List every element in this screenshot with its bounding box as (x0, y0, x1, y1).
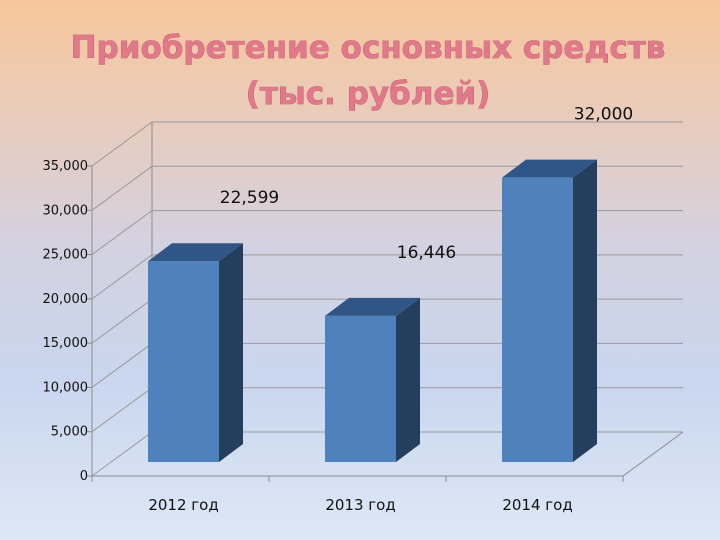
chart-title-line-1: Приобретение основных средств (71, 30, 666, 66)
bar-front (502, 177, 573, 462)
floor-right-edge (622, 431, 684, 477)
bar-side (219, 243, 243, 462)
y-tick-label: 0 (80, 469, 88, 484)
x-tick-label: 2012 год (148, 496, 218, 514)
y-tick-label: 10,000 (43, 380, 89, 395)
x-axis-ticks: 2012 год 2013 год 2014 год (91, 476, 624, 514)
y-tick-label: 35,000 (43, 159, 89, 174)
bar (325, 297, 420, 462)
bar-top (325, 297, 420, 316)
y-tick-label: 30,000 (43, 203, 89, 218)
gridline (91, 121, 683, 167)
data-labels: 22,599 16,446 32,000 (220, 105, 633, 263)
data-label: 32,000 (574, 105, 633, 125)
chart-title-line-2: (тыс. рублей) (246, 76, 491, 112)
bar-top (502, 159, 597, 178)
y-tick-label: 5,000 (51, 425, 88, 440)
bar-front (325, 315, 396, 462)
y-axis-ticks: 0 5,000 10,000 15,000 20,000 25,000 30,000 35,0… (43, 159, 92, 484)
x-tick-label: 2013 год (325, 496, 395, 514)
y-tick-label: 20,000 (43, 292, 89, 307)
x-tick-label: 2014 год (502, 496, 572, 514)
data-label: 16,446 (397, 243, 456, 263)
bars (148, 159, 597, 462)
bar-side (396, 297, 420, 462)
bar-side (573, 159, 597, 462)
bar (148, 243, 243, 462)
data-label: 22,599 (220, 188, 279, 208)
bar (502, 159, 597, 462)
y-tick-label: 15,000 (43, 336, 89, 351)
gridline (91, 165, 683, 211)
bar-top (148, 243, 243, 262)
bar-front (148, 261, 219, 462)
y-tick-label: 25,000 (43, 248, 89, 263)
